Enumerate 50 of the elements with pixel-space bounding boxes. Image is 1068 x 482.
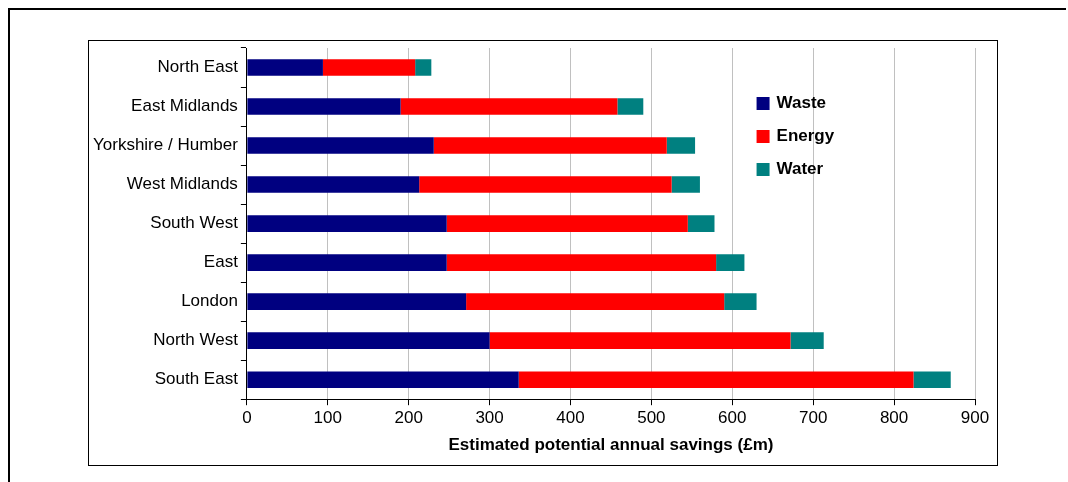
bar — [247, 293, 467, 310]
x-tick-label: 900 — [960, 408, 990, 428]
y-tick-label: South East — [154, 369, 239, 389]
bar — [790, 332, 824, 349]
bar — [247, 59, 323, 76]
legend-label: Energy — [776, 125, 835, 145]
x-tick-label: 200 — [394, 408, 423, 428]
bar — [617, 98, 644, 115]
x-tick-label: 800 — [879, 408, 909, 428]
bar — [247, 371, 519, 388]
bar — [666, 137, 696, 154]
bar — [247, 215, 447, 232]
x-tick-label: 300 — [475, 408, 504, 428]
bar — [247, 137, 434, 154]
y-tick-label: South West — [150, 213, 239, 233]
bar — [466, 293, 725, 310]
y-tick-label: North West — [153, 330, 239, 350]
bar — [247, 176, 420, 193]
y-tick-label: West Midlands — [126, 174, 238, 194]
bar — [247, 254, 447, 271]
bar — [489, 332, 791, 349]
bar — [724, 293, 757, 310]
x-tick-label: 0 — [242, 408, 252, 428]
x-tick-label: 600 — [718, 408, 747, 428]
bar — [433, 137, 667, 154]
legend-label: Water — [776, 158, 824, 178]
x-tick-label: 400 — [556, 408, 585, 428]
y-tick-label: London — [181, 291, 238, 311]
y-tick-label: North East — [157, 57, 239, 77]
bar — [518, 371, 914, 388]
x-tick-label: 700 — [799, 408, 828, 428]
bar — [322, 59, 416, 76]
bar — [247, 332, 490, 349]
y-tick-label: East — [203, 252, 239, 272]
bar — [913, 371, 951, 388]
bar — [716, 254, 745, 271]
x-tick-label: 500 — [637, 408, 666, 428]
bar — [419, 176, 672, 193]
y-tick-label: Yorkshire / Humber — [93, 135, 239, 155]
bar — [247, 98, 401, 115]
bar — [415, 59, 432, 76]
y-tick-label: East Midlands — [131, 96, 238, 116]
bar — [400, 98, 618, 115]
x-tick-label: 100 — [313, 408, 342, 428]
bar — [687, 215, 715, 232]
bar — [446, 254, 717, 271]
x-axis-title: Estimated potential annual savings (£m) — [448, 435, 774, 455]
legend-label: Waste — [776, 92, 827, 112]
bar — [446, 215, 688, 232]
bar — [671, 176, 700, 193]
